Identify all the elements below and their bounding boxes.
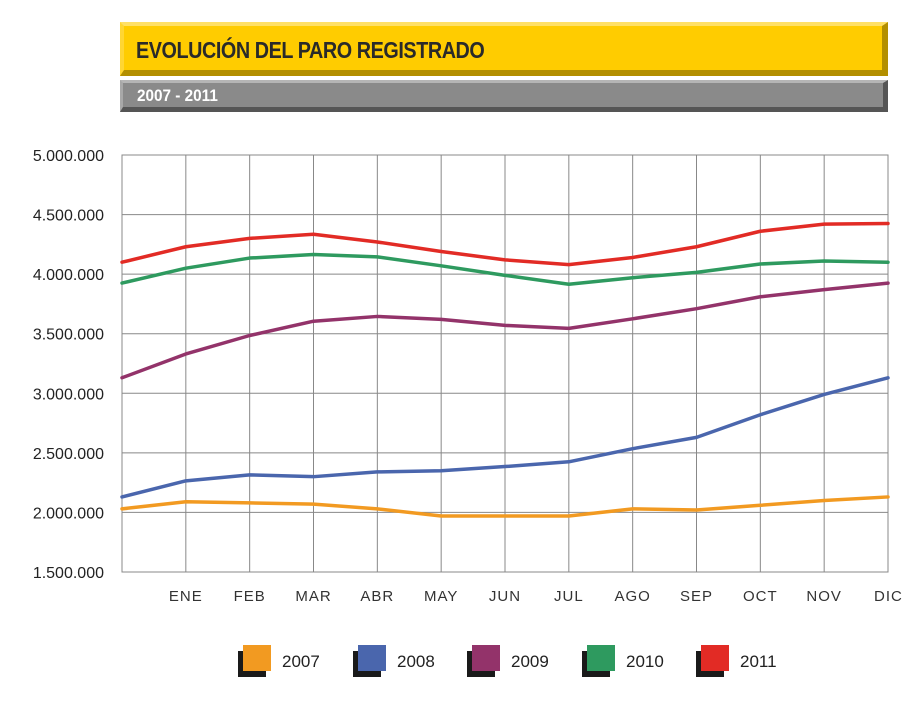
series-line-2011 [120, 221, 890, 267]
legend-label: 2007 [282, 652, 320, 671]
x-tick-label: AGO [614, 588, 650, 605]
y-tick-label: 4.000.000 [33, 267, 104, 284]
legend-item-2010: 2010 [582, 645, 664, 677]
x-tick-label: ABR [360, 588, 394, 605]
y-tick-label: 3.000.000 [33, 386, 104, 403]
legend-item-2008: 2008 [353, 645, 435, 677]
x-tick-label: MAY [424, 588, 458, 605]
legend-swatch [243, 645, 271, 671]
x-tick-label: JUN [489, 588, 521, 605]
chart-grid [121, 154, 889, 573]
x-tick-label: JUL [554, 588, 584, 605]
series-line-2007 [120, 495, 890, 518]
legend-label: 2009 [511, 652, 549, 671]
x-tick-label: ENE [169, 588, 203, 605]
legend-label: 2010 [626, 652, 664, 671]
y-tick-label: 5.000.000 [33, 148, 104, 165]
legend-item-2011: 2011 [696, 645, 777, 677]
x-tick-label: SEP [680, 588, 713, 605]
y-tick-label: 1.500.000 [33, 565, 104, 582]
series-line-2010 [120, 252, 890, 287]
y-tick-label: 2.000.000 [33, 505, 104, 522]
y-axis-ticks: 5.000.000 4.500.000 4.000.000 3.500.000 3.00… [33, 148, 104, 582]
y-tick-label: 4.500.000 [33, 208, 104, 225]
legend-item-2007: 2007 [238, 645, 320, 677]
chart-subtitle: 2007 - 2011 [137, 86, 218, 105]
series-line-2009 [120, 281, 890, 380]
legend-item-2009: 2009 [467, 645, 549, 677]
series-line-2008 [120, 376, 890, 499]
legend-swatch [701, 645, 729, 671]
series-lines [120, 221, 890, 518]
x-tick-label: FEB [234, 588, 266, 605]
chart-title: EVOLUCIÓN DEL PARO REGISTRADO [136, 37, 485, 63]
legend-swatch [587, 645, 615, 671]
y-tick-label: 3.500.000 [33, 327, 104, 344]
subtitle-banner: 2007 - 2011 [120, 80, 888, 112]
x-tick-label: OCT [743, 588, 778, 605]
legend-label: 2011 [740, 652, 777, 671]
legend-label: 2008 [397, 652, 435, 671]
legend-swatch [472, 645, 500, 671]
legend-swatch [358, 645, 386, 671]
y-tick-label: 2.500.000 [33, 446, 104, 463]
x-tick-label: MAR [295, 588, 331, 605]
x-axis-ticks: ENE FEB MAR ABR MAY JUN JUL AGO SEP OCT NOV DIC [169, 588, 903, 605]
legend: 2007 2008 2009 2010 2011 [238, 645, 777, 677]
x-tick-label: NOV [806, 588, 842, 605]
x-tick-label: DIC [874, 588, 903, 605]
title-banner: EVOLUCIÓN DEL PARO REGISTRADO [120, 22, 888, 76]
